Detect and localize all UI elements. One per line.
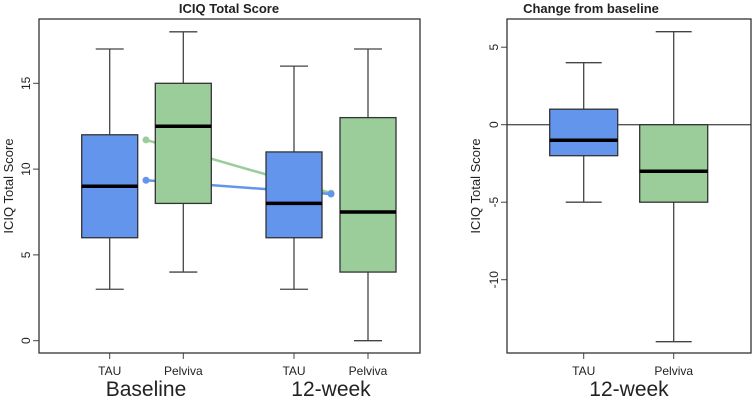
panel-1: ICIQ Total Score ICIQ Total Score 0 5 10 15 TA… (1, 1, 421, 401)
mean-point (327, 190, 335, 198)
y-tick-label: -10 (487, 271, 501, 289)
chart-title: Change from baseline (523, 1, 659, 16)
box-tau-baseline (81, 48, 139, 290)
x-tick-label: TAU (98, 364, 121, 378)
box-pelviva-12-week (339, 48, 397, 342)
y-tick-label: 0 (487, 121, 501, 128)
x-tick-label: TAU (282, 364, 305, 378)
group-label: 12-week (291, 378, 371, 401)
x-tick-label: Pelviva (164, 364, 203, 378)
box-pelviva-12-week (639, 31, 709, 343)
box-iqr (639, 124, 709, 203)
box-iqr (154, 82, 212, 205)
group-label: Baseline (106, 378, 187, 401)
box-iqr (549, 108, 619, 157)
mean-point (142, 136, 150, 144)
box-pelviva-baseline (154, 31, 212, 273)
y-tick-label: 15 (19, 76, 33, 90)
box-tau-12-week (265, 65, 323, 290)
group-label: 12-week (589, 378, 669, 401)
y-tick-label: 10 (19, 162, 33, 176)
box-iqr (339, 116, 397, 273)
plot-frame (38, 18, 421, 354)
y-tick-label: -5 (487, 197, 501, 208)
y-tick-label: 0 (19, 337, 33, 344)
chart-title: ICIQ Total Score (179, 1, 279, 16)
panel-2: Change from baseline ICIQ Total Score -10 -… (468, 1, 752, 401)
box-tau-12-week (549, 62, 619, 203)
x-tick-label: Pelviva (349, 364, 388, 378)
y-tick-label: 5 (19, 251, 33, 258)
mean-point (142, 176, 150, 184)
y-axis-label: ICIQ Total Score (1, 138, 16, 233)
x-tick-label: Pelviva (654, 364, 693, 378)
plot-frame (506, 18, 752, 354)
y-axis-label: ICIQ Total Score (468, 138, 483, 233)
x-tick-label: TAU (572, 364, 595, 378)
y-tick-label: 5 (487, 44, 501, 51)
box-iqr (265, 151, 323, 239)
